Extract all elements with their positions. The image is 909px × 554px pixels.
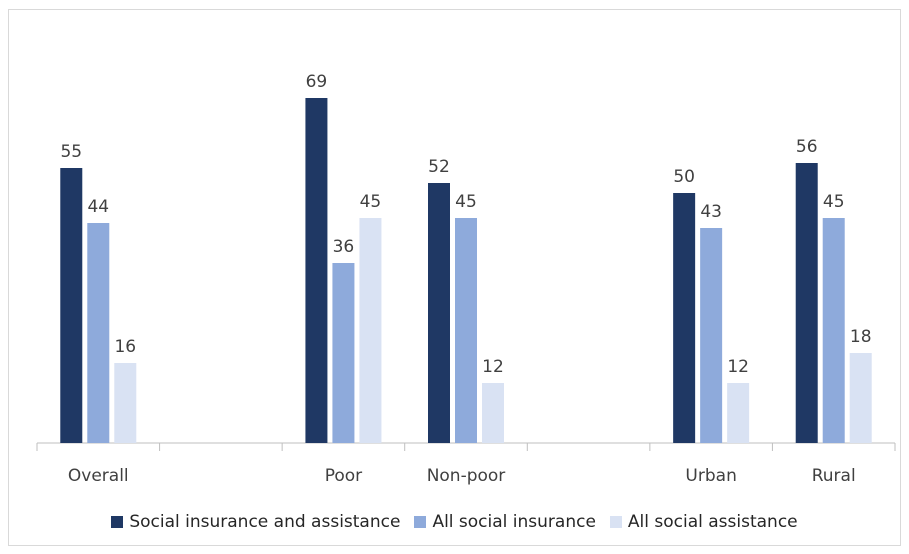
bar-3 xyxy=(727,383,750,443)
bar-1 xyxy=(673,193,696,443)
legend-swatch xyxy=(414,516,427,528)
legend-swatch xyxy=(609,516,622,528)
x-tick-label: Overall xyxy=(68,466,129,486)
data-label: 36 xyxy=(333,237,355,257)
bar-1 xyxy=(305,98,328,443)
bar-3 xyxy=(359,218,382,443)
legend-label: All social insurance xyxy=(432,512,596,532)
data-label: 16 xyxy=(114,337,136,357)
bar-2 xyxy=(822,218,845,443)
x-tick-label: Non-poor xyxy=(427,466,506,486)
bar-1 xyxy=(795,163,818,443)
legend-label: All social assistance xyxy=(627,512,798,532)
bar-3 xyxy=(114,363,137,443)
bar-1 xyxy=(60,168,83,443)
data-label: 45 xyxy=(455,192,477,212)
bar-2 xyxy=(455,218,477,443)
legend-item-2: All social insurance xyxy=(414,512,596,532)
chart-frame xyxy=(8,9,901,546)
x-tick-label: Urban xyxy=(685,466,736,486)
chart-legend: Social insurance and assistance All socia… xyxy=(0,510,909,534)
bar-3 xyxy=(482,383,504,443)
data-label: 44 xyxy=(87,197,109,217)
data-label: 12 xyxy=(727,357,749,377)
legend-swatch xyxy=(111,516,124,528)
bar-2 xyxy=(87,223,110,443)
data-label: 56 xyxy=(796,137,818,157)
x-tick-label: Rural xyxy=(812,466,856,486)
x-tick-label: Poor xyxy=(325,466,362,486)
legend-item-1: Social insurance and assistance xyxy=(111,512,400,532)
bar-1 xyxy=(428,183,450,443)
legend-label: Social insurance and assistance xyxy=(129,512,401,532)
data-label: 50 xyxy=(673,167,695,187)
legend-item-3: All social assistance xyxy=(609,512,798,532)
bar-2 xyxy=(332,263,355,443)
data-label: 45 xyxy=(360,192,382,212)
data-label: 18 xyxy=(850,327,872,347)
data-label: 12 xyxy=(482,357,504,377)
data-label: 52 xyxy=(428,157,450,177)
bar-2 xyxy=(700,228,723,443)
data-label: 45 xyxy=(823,192,845,212)
bar-3 xyxy=(849,353,872,443)
data-label: 43 xyxy=(700,202,722,222)
data-label: 55 xyxy=(60,142,82,162)
data-label: 69 xyxy=(306,72,328,92)
